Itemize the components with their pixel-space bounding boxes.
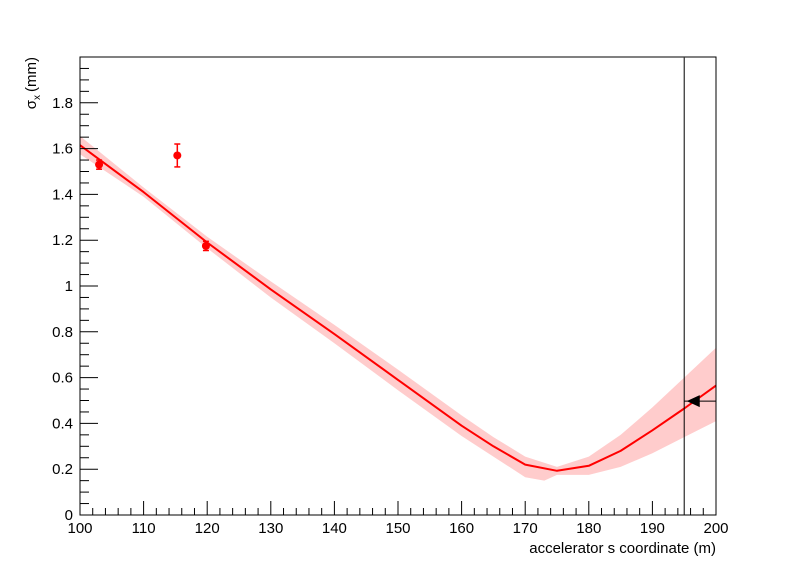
x-tick-label: 180	[576, 520, 601, 537]
x-tick-label: 130	[258, 520, 283, 537]
reference-point-marker	[686, 395, 700, 408]
x-tick-label: 200	[703, 520, 728, 537]
y-axis-unit: (mm)	[23, 57, 40, 92]
x-tick-label: 150	[385, 520, 410, 537]
axis-ticks-layer	[79, 67, 717, 516]
measured-point-3	[201, 240, 210, 252]
measured-point-marker	[95, 160, 104, 169]
reference-point	[683, 57, 716, 515]
fit-curve-layer	[79, 144, 717, 472]
y-tick-label: 1	[65, 278, 73, 295]
x-tick-label: 140	[322, 520, 347, 537]
y-axis-title: σx (mm)	[23, 57, 43, 109]
y-tick-label: 0.8	[52, 324, 73, 341]
y-tick-label: 0.6	[52, 370, 73, 387]
x-tick-label: 120	[195, 520, 220, 537]
y-tick-label: 1.8	[52, 95, 73, 112]
y-tick-label: 0.2	[52, 461, 73, 478]
y-tick-label: 1.6	[52, 141, 73, 158]
y-tick-label: 0	[65, 507, 73, 524]
tick-labels-layer: 100 110 120 130 140 150 160 170 180 190 200 0 0.2 0.4…	[52, 95, 728, 537]
x-axis-title: accelerator s coordinate (m)	[529, 540, 716, 557]
measured-points-layer	[95, 143, 210, 252]
x-tick-label: 190	[640, 520, 665, 537]
measured-point-marker	[173, 151, 182, 160]
fit-curve	[79, 144, 717, 472]
reference-point-layer	[683, 57, 716, 515]
x-tick-label: 100	[67, 520, 92, 537]
measured-point-2	[173, 143, 182, 168]
x-tick-label: 170	[513, 520, 538, 537]
y-axis-symbol: σ	[23, 99, 40, 109]
y-axis-subscript: x	[32, 95, 43, 100]
measured-point-marker	[201, 241, 210, 250]
fit-confidence-band	[80, 136, 716, 481]
y-tick-label: 0.4	[52, 415, 73, 432]
fit-confidence-band-layer	[80, 136, 716, 481]
measured-point-1	[95, 159, 104, 170]
x-tick-label: 160	[449, 520, 474, 537]
y-tick-label: 1.2	[52, 232, 73, 249]
x-tick-label: 110	[132, 520, 156, 537]
y-tick-label: 1.4	[52, 186, 73, 203]
